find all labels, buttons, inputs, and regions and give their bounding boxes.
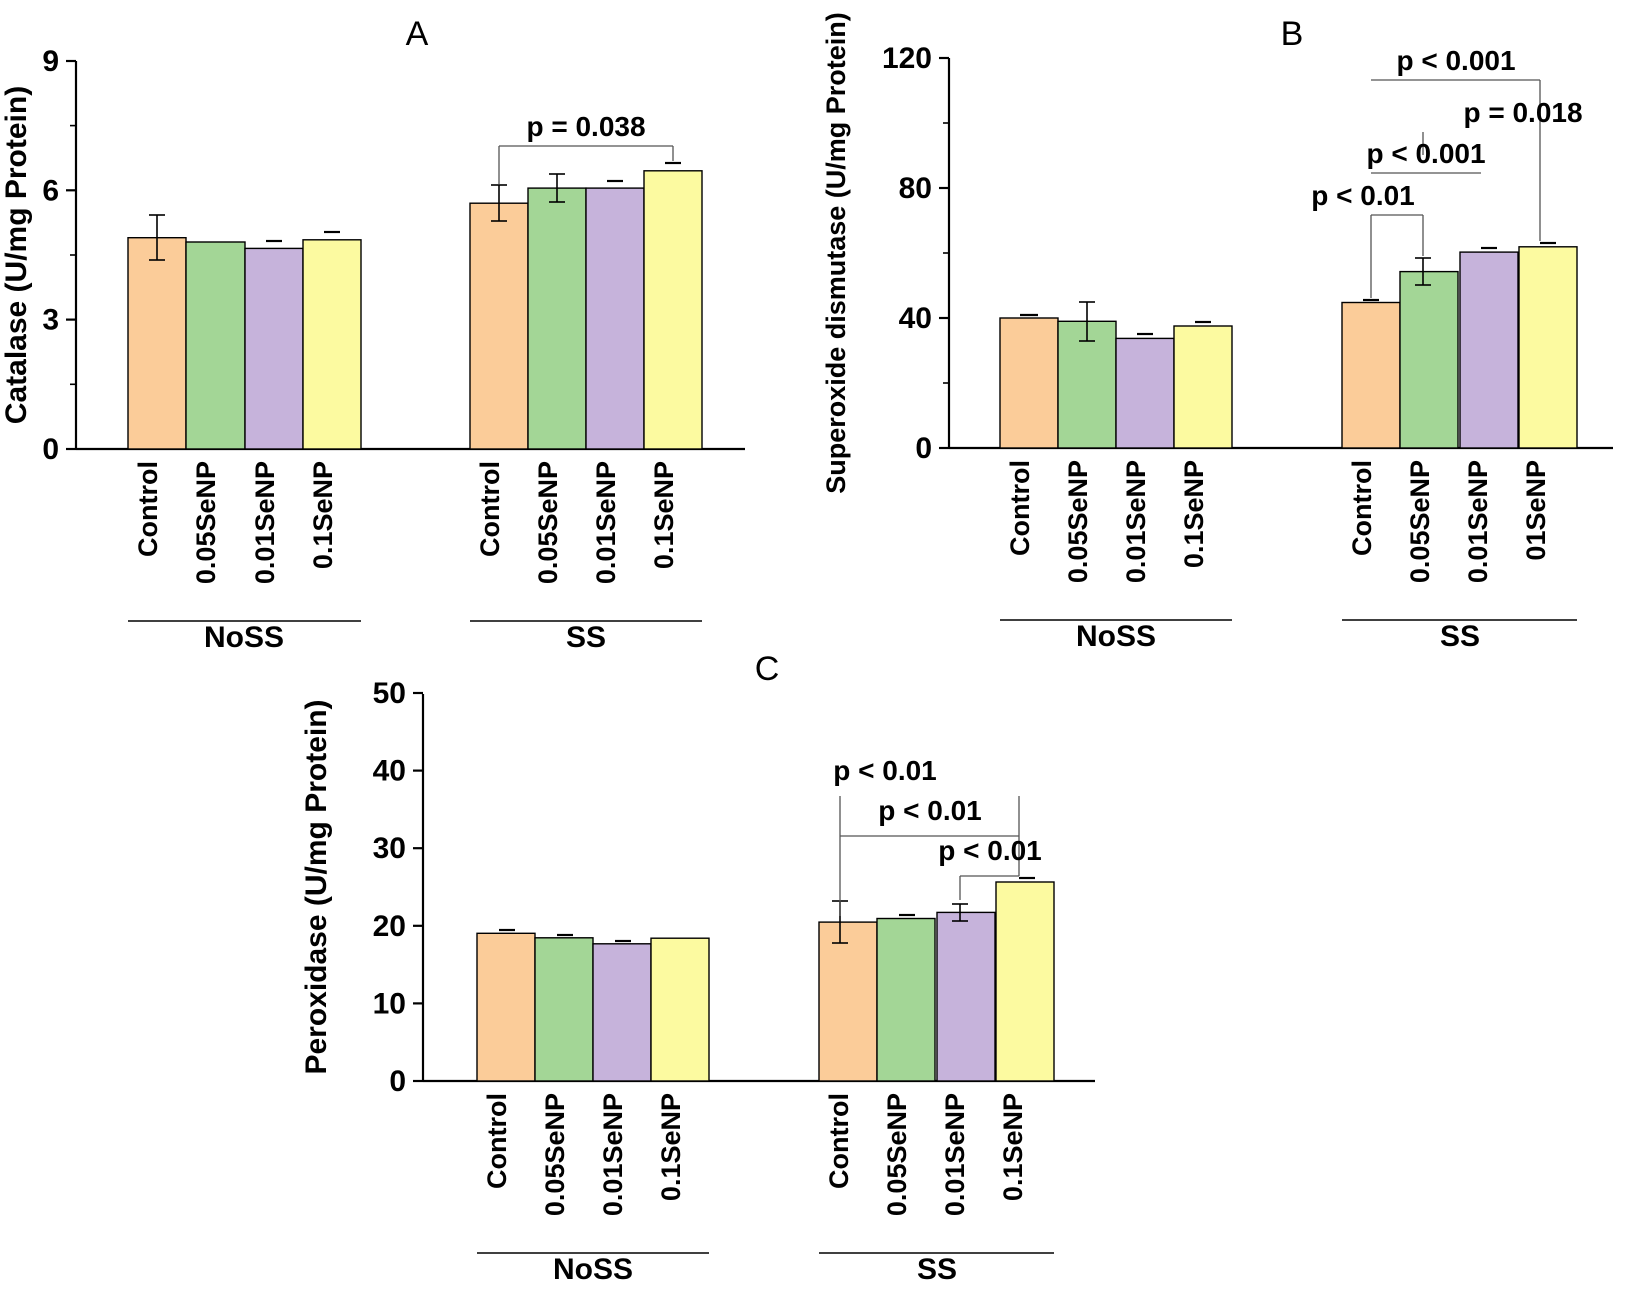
svg-text:3: 3 [42, 304, 59, 337]
svg-text:p < 0.01: p < 0.01 [878, 795, 982, 826]
svg-text:0.05SeNP: 0.05SeNP [1063, 460, 1093, 583]
svg-text:0.05SeNP: 0.05SeNP [1405, 460, 1435, 583]
svg-text:0: 0 [389, 1065, 406, 1098]
svg-text:Control: Control [475, 461, 505, 557]
svg-text:Control: Control [1005, 460, 1035, 556]
svg-text:p = 0.018: p = 0.018 [1463, 97, 1582, 128]
svg-text:0.05SeNP: 0.05SeNP [882, 1093, 912, 1216]
svg-text:10: 10 [373, 987, 406, 1020]
svg-text:SS: SS [1440, 620, 1480, 650]
svg-text:p < 0.001: p < 0.001 [1366, 138, 1485, 169]
svg-text:0.01SeNP: 0.01SeNP [591, 461, 621, 584]
svg-text:0.1SeNP: 0.1SeNP [649, 461, 679, 569]
svg-text:0.05SeNP: 0.05SeNP [191, 461, 221, 584]
svg-text:Control: Control [1347, 460, 1377, 556]
svg-text:p < 0.01: p < 0.01 [938, 835, 1042, 866]
svg-text:p < 0.001: p < 0.001 [1396, 45, 1515, 76]
svg-text:40: 40 [899, 302, 932, 335]
svg-text:0.01SeNP: 0.01SeNP [250, 461, 280, 584]
svg-text:0: 0 [42, 433, 59, 466]
svg-text:Control: Control [482, 1093, 512, 1189]
svg-text:0.1SeNP: 0.1SeNP [998, 1093, 1028, 1201]
svg-text:Control: Control [824, 1093, 854, 1189]
svg-text:p < 0.01: p < 0.01 [1311, 180, 1415, 211]
svg-text:NoSS: NoSS [1076, 620, 1156, 650]
svg-text:80: 80 [899, 172, 932, 205]
svg-text:Control: Control [133, 461, 163, 557]
svg-text:p = 0.038: p = 0.038 [526, 111, 645, 142]
svg-text:NoSS: NoSS [204, 621, 284, 650]
svg-text:NoSS: NoSS [553, 1253, 633, 1286]
svg-text:6: 6 [42, 174, 59, 207]
svg-text:0.1SeNP: 0.1SeNP [1179, 460, 1209, 568]
svg-text:9: 9 [42, 45, 59, 78]
svg-text:01SeNP: 01SeNP [1521, 460, 1551, 561]
svg-text:SS: SS [917, 1253, 957, 1286]
svg-text:SS: SS [566, 621, 606, 650]
svg-text:0: 0 [915, 432, 932, 465]
svg-text:0.01SeNP: 0.01SeNP [598, 1093, 628, 1216]
svg-text:C: C [755, 650, 780, 688]
svg-text:0.1SeNP: 0.1SeNP [308, 461, 338, 569]
svg-text:0.01SeNP: 0.01SeNP [1463, 460, 1493, 583]
svg-text:Peroxidase (U/mg Protein): Peroxidase (U/mg Protein) [300, 699, 333, 1074]
svg-text:50: 50 [373, 677, 406, 710]
svg-text:Superoxide dismutase (U/mg Pro: Superoxide dismutase (U/mg Protein) [823, 12, 851, 494]
svg-text:0.05SeNP: 0.05SeNP [533, 461, 563, 584]
svg-text:B: B [1281, 15, 1304, 53]
svg-text:30: 30 [373, 832, 406, 865]
svg-text:p < 0.01: p < 0.01 [833, 755, 937, 786]
svg-text:0.01SeNP: 0.01SeNP [1121, 460, 1151, 583]
svg-text:40: 40 [373, 755, 406, 788]
svg-text:0.01SeNP: 0.01SeNP [940, 1093, 970, 1216]
svg-text:120: 120 [882, 42, 932, 75]
svg-text:Catalase (U/mg Protein): Catalase (U/mg Protein) [0, 86, 33, 424]
svg-text:20: 20 [373, 910, 406, 943]
svg-text:A: A [406, 15, 429, 53]
svg-text:0.05SeNP: 0.05SeNP [540, 1093, 570, 1216]
svg-text:0.1SeNP: 0.1SeNP [656, 1093, 686, 1201]
